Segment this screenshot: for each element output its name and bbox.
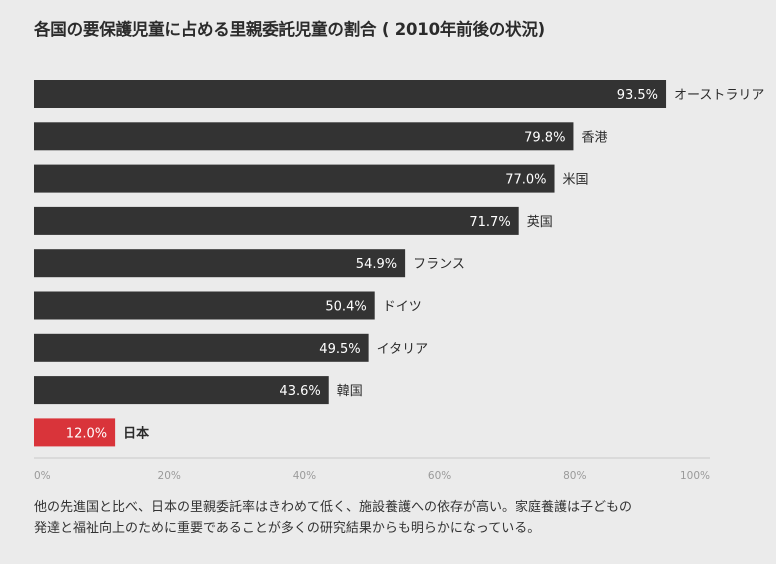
bar-8 [34, 418, 116, 447]
bar-category-label-4: フランス [413, 257, 465, 272]
bar-value-label-8: 12.0% [66, 426, 107, 441]
x-axis-ticks: 0% 20% 40% 60% 80% 100% [34, 470, 710, 482]
x-tick-label-1: 20% [158, 470, 181, 482]
bar-category-label-5: ドイツ [383, 300, 422, 315]
bar-category-label-2: 米国 [563, 173, 589, 188]
bars-group: 93.5% オーストラリア 79.8% 香港 77.0% 米国 71.7% 英国 54.9% フラ… [34, 80, 764, 447]
bar-1 [34, 122, 574, 151]
bar-3 [34, 206, 519, 235]
caption-line-1: 他の先進国と比べ、日本の里親委託率はきわめて低く、施設養護への依存が高い。家庭養… [34, 500, 633, 515]
bar-category-label-1: 香港 [581, 130, 607, 145]
x-tick-label-3: 60% [428, 470, 451, 482]
bar-7 [34, 376, 329, 405]
bar-2 [34, 164, 555, 193]
caption-line-2: 発達と福祉向上のために重要であることが多くの研究結果からも明らかになっている。 [34, 521, 541, 536]
bar-6 [34, 333, 369, 362]
x-tick-label-0: 0% [34, 470, 51, 482]
bar-category-label-0: オーストラリア [674, 88, 764, 103]
caption: 他の先進国と比べ、日本の里親委託率はきわめて低く、施設養護への依存が高い。家庭養… [34, 497, 764, 539]
x-tick-label-2: 40% [293, 470, 316, 482]
x-tick-label-4: 80% [563, 470, 586, 482]
bar-0 [34, 80, 667, 108]
bar-category-label-3: 英国 [527, 215, 553, 230]
bar-value-label-1: 79.8% [524, 130, 565, 145]
bar-category-label-8: 日本 [123, 425, 149, 441]
chart-title: 各国の要保護児童に占める里親委託児童の割合 ( 2010年前後の状況) [34, 20, 545, 39]
x-tick-label-5: 100% [680, 470, 710, 482]
bar-value-label-4: 54.9% [356, 257, 397, 272]
bar-value-label-2: 77.0% [505, 173, 546, 188]
bar-value-label-0: 93.5% [617, 88, 658, 103]
bar-value-label-3: 71.7% [469, 215, 510, 230]
bar-value-label-5: 50.4% [325, 300, 366, 315]
bar-category-label-7: 韓国 [337, 384, 363, 399]
bar-value-label-6: 49.5% [319, 342, 360, 357]
bar-4 [34, 249, 406, 278]
bar-value-label-7: 43.6% [279, 384, 320, 399]
bar-category-label-6: イタリア [377, 342, 428, 357]
bar-5 [34, 291, 375, 320]
